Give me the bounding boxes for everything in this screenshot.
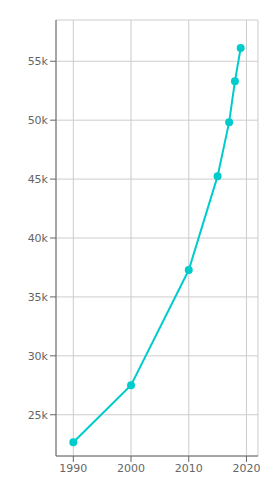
svg-text:2010: 2010 bbox=[175, 462, 203, 475]
svg-text:55k: 55k bbox=[28, 55, 49, 68]
svg-text:50k: 50k bbox=[28, 114, 49, 127]
svg-text:2020: 2020 bbox=[232, 462, 260, 475]
svg-text:40k: 40k bbox=[28, 232, 49, 245]
svg-text:1990: 1990 bbox=[59, 462, 87, 475]
svg-text:30k: 30k bbox=[28, 350, 49, 363]
svg-text:2000: 2000 bbox=[117, 462, 145, 475]
svg-text:25k: 25k bbox=[28, 409, 49, 422]
svg-text:35k: 35k bbox=[28, 291, 49, 304]
svg-text:45k: 45k bbox=[28, 173, 49, 186]
